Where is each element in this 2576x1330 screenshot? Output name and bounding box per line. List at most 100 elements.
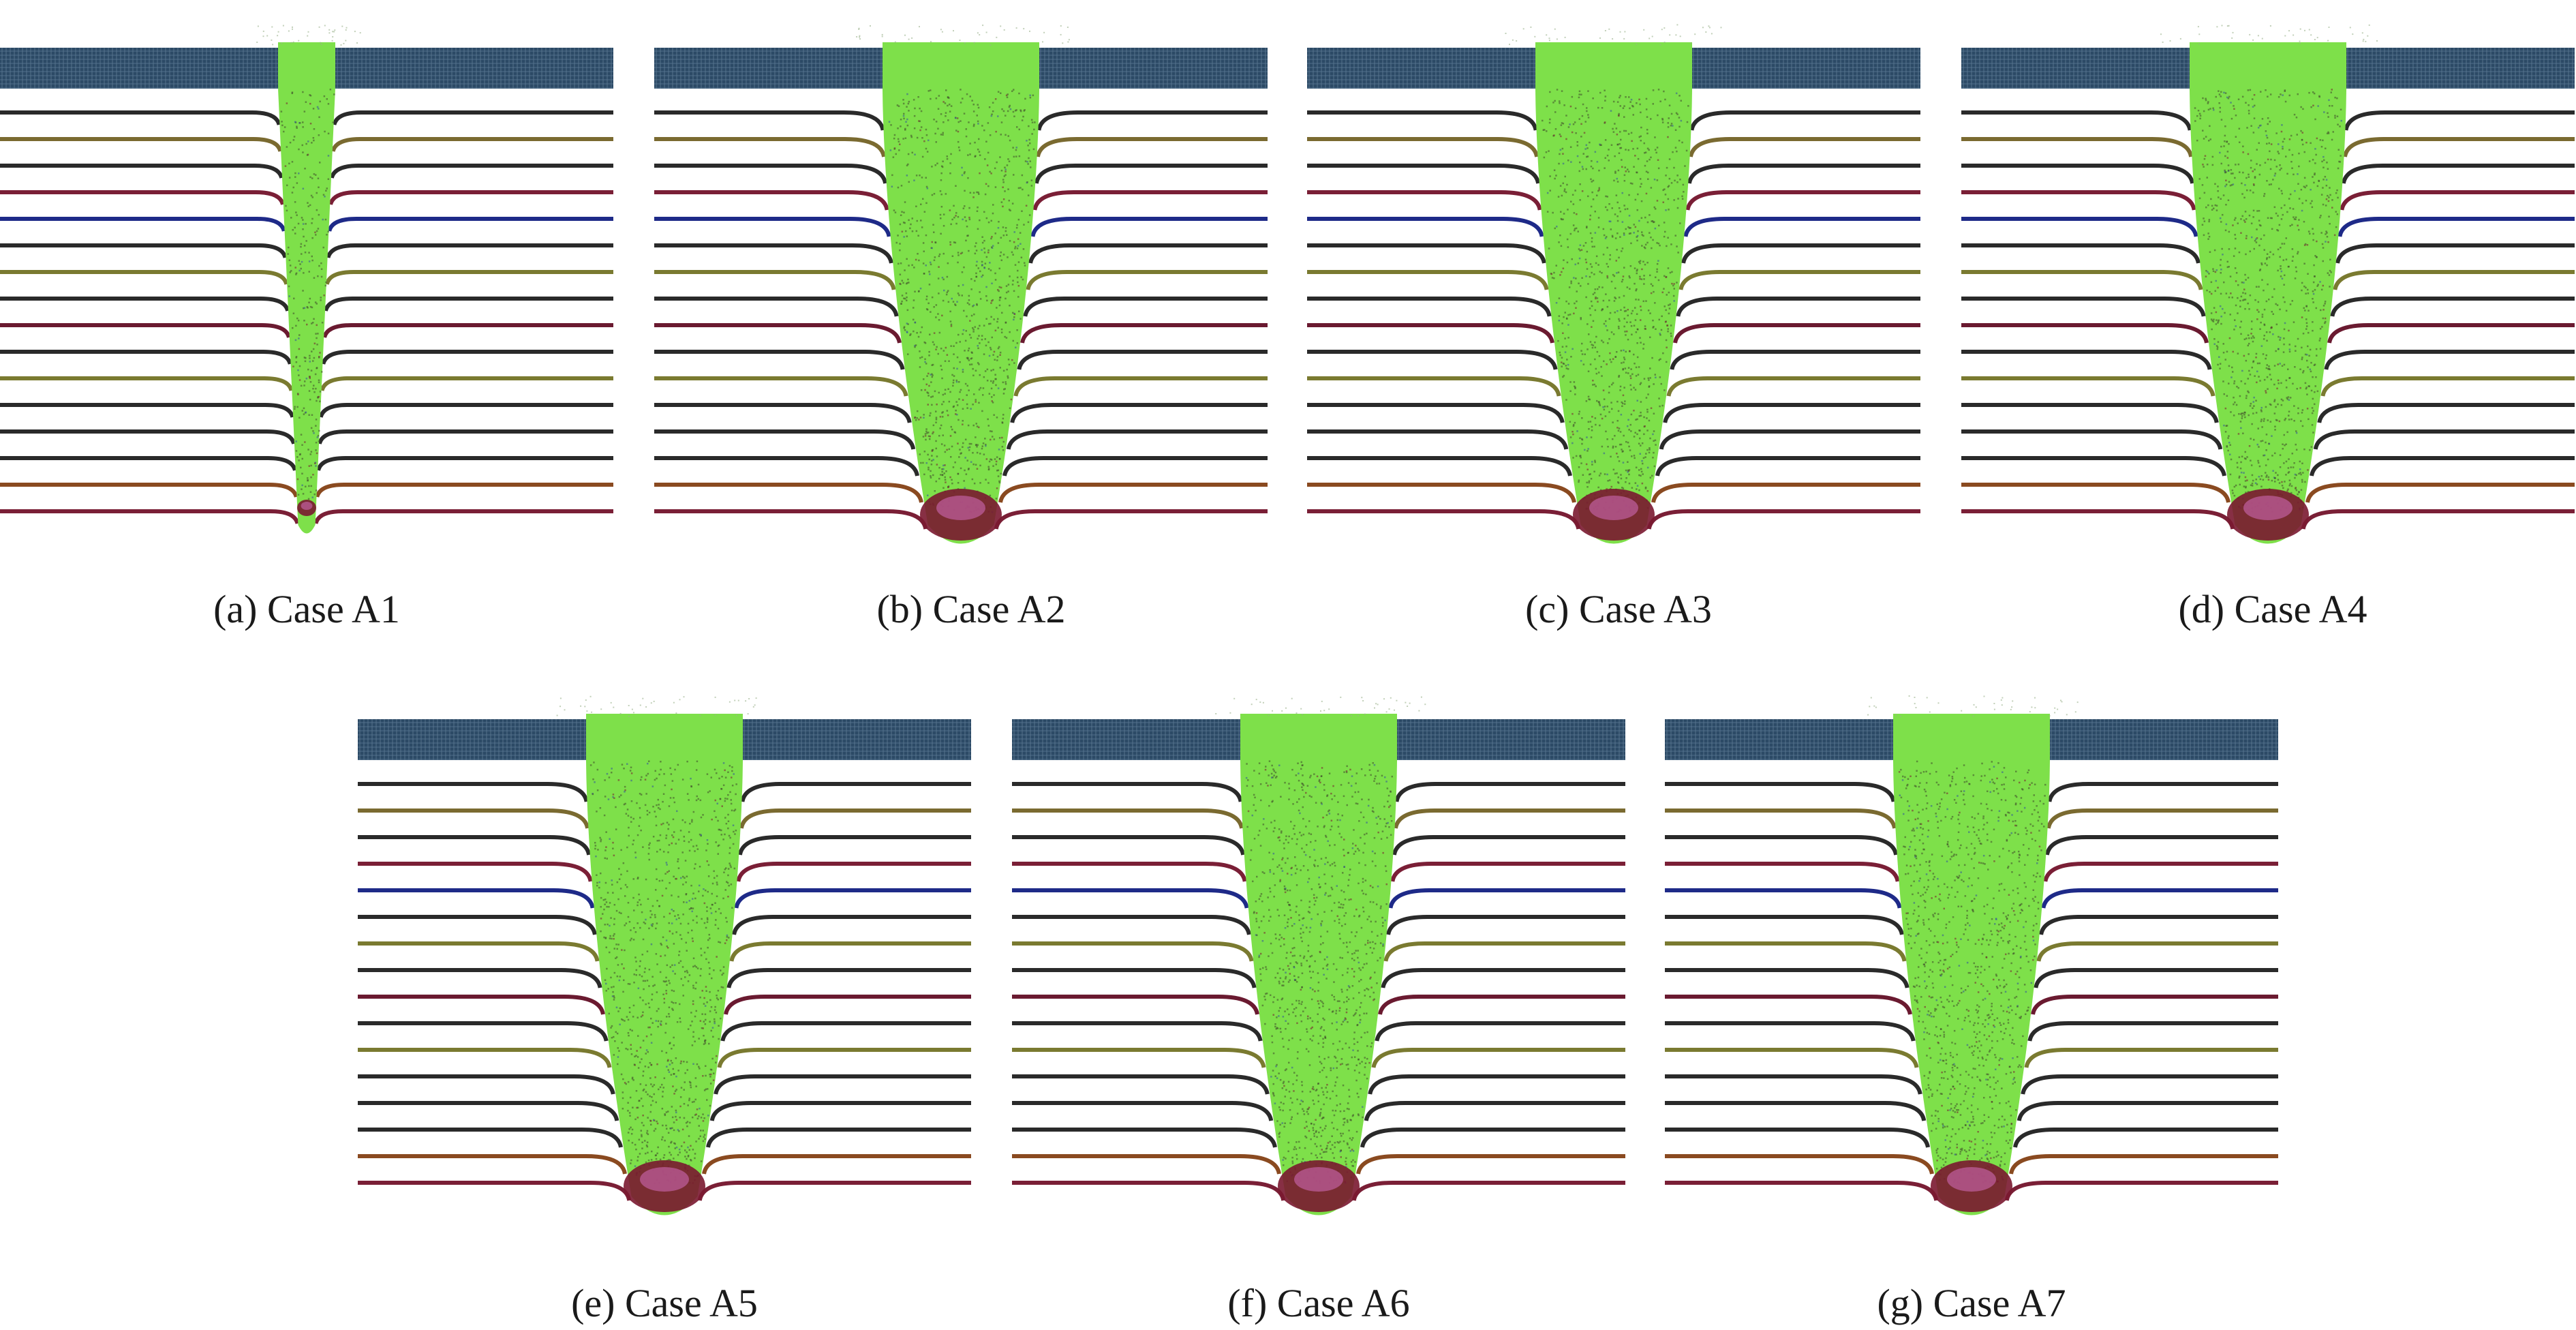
- target-layer: [332, 110, 613, 125]
- target-layer: [1351, 1181, 1625, 1201]
- target-layer: [1673, 323, 1920, 344]
- target-layer: [1013, 376, 1268, 397]
- target-layer: [2342, 137, 2575, 157]
- target-layer: [1307, 429, 1569, 450]
- penetration-plug: [1893, 714, 2050, 1215]
- target-layer: [1360, 1128, 1625, 1148]
- penetration-plug: [278, 42, 335, 534]
- target-layer: [1012, 941, 1254, 962]
- target-layer: [1665, 915, 1904, 935]
- target-layer: [1961, 456, 2226, 477]
- target-layer: [2036, 941, 2278, 962]
- panel-d: [1961, 20, 2575, 559]
- target-layer: [1392, 835, 1625, 856]
- target-layer: [1665, 1048, 1919, 1068]
- target-layer: [2327, 323, 2575, 344]
- target-layer: [654, 110, 885, 131]
- target-layer: [0, 110, 281, 125]
- target-layer: [1961, 190, 2196, 211]
- target-layer: [1002, 456, 1268, 477]
- target-layer: [358, 862, 593, 882]
- target-layer: [1961, 137, 2194, 157]
- target-layer: [654, 483, 923, 503]
- target-layer: [313, 509, 613, 524]
- target-layer: [1378, 995, 1625, 1015]
- target-layer: [1676, 297, 1920, 317]
- target-layer: [0, 350, 292, 365]
- target-layer: [1651, 483, 1920, 503]
- target-layer: [1961, 483, 2230, 503]
- target-layer: [1012, 782, 1243, 802]
- penetration-plug: [586, 714, 743, 1215]
- target-layer: [326, 243, 613, 258]
- target-layer: [2313, 429, 2575, 450]
- target-layer: [327, 217, 613, 232]
- target-layer: [654, 243, 893, 264]
- target-layer: [0, 190, 285, 205]
- target-layer: [654, 509, 928, 530]
- panel-c-simulation-graphic: [1307, 24, 1920, 544]
- target-layer: [1961, 270, 2203, 290]
- target-layer: [358, 1101, 619, 1121]
- debris-particles: [256, 25, 361, 511]
- target-layer: [1012, 808, 1244, 829]
- target-layer: [2340, 190, 2575, 211]
- target-layer: [358, 1074, 615, 1095]
- target-layer: [720, 1021, 971, 1042]
- target-layer: [1665, 968, 1910, 988]
- caption-d: (d) Case A4: [2178, 587, 2367, 631]
- target-layer: [0, 243, 288, 258]
- panel-e-simulation-graphic: [358, 695, 971, 1215]
- target-layer: [1012, 968, 1257, 988]
- target-layer: [654, 456, 919, 477]
- target-layer: [1961, 164, 2195, 184]
- target-layer: [318, 403, 613, 418]
- target-layer: [1685, 190, 1920, 211]
- target-layer: [2013, 1128, 2278, 1148]
- panel-a: [0, 20, 613, 539]
- target-layer: [714, 1074, 971, 1095]
- target-layer: [717, 1048, 971, 1068]
- target-layer: [1961, 110, 2192, 131]
- target-layer: [323, 297, 613, 312]
- target-layer: [1390, 862, 1625, 882]
- target-layer: [2305, 483, 2575, 503]
- target-layer: [654, 217, 891, 237]
- target-layer: [1307, 217, 1544, 237]
- target-layer: [320, 376, 613, 391]
- target-layer: [1012, 835, 1246, 856]
- target-layer: [998, 483, 1268, 503]
- target-layer: [1961, 217, 2198, 237]
- target-layer: [1689, 110, 1920, 131]
- target-layer: [1012, 1048, 1266, 1068]
- panel-a-simulation-graphic: [0, 25, 613, 534]
- panel-c: [1307, 20, 1920, 559]
- target-layer: [2330, 297, 2575, 317]
- caption-a: (a) Case A1: [213, 587, 400, 631]
- projectile-tip-highlight: [1294, 1167, 1343, 1192]
- panel-g: [1665, 692, 2278, 1258]
- target-layer: [1307, 509, 1581, 530]
- debris-particles: [1505, 24, 1722, 513]
- target-layer: [1026, 270, 1268, 290]
- target-layer: [1961, 376, 2215, 397]
- target-layer: [2024, 1048, 2278, 1068]
- target-layer: [328, 190, 613, 205]
- projectile-tip-highlight: [2243, 496, 2293, 520]
- target-layer: [654, 190, 889, 211]
- target-layer: [737, 835, 971, 856]
- panel-d-simulation-graphic: [1961, 24, 2575, 544]
- target-layer: [2044, 835, 2278, 856]
- target-layer: [1035, 137, 1268, 157]
- target-layer: [2337, 217, 2575, 237]
- target-layer: [709, 1101, 971, 1121]
- target-layer: [1961, 323, 2209, 344]
- target-layer: [1394, 782, 1625, 802]
- target-layer: [316, 456, 613, 471]
- target-layer: [1961, 297, 2206, 317]
- target-layer: [726, 968, 971, 988]
- target-layer: [1665, 1181, 1939, 1201]
- projectile-tip-highlight: [1589, 496, 1638, 520]
- target-layer: [1012, 1128, 1277, 1148]
- target-layer: [1665, 888, 1902, 909]
